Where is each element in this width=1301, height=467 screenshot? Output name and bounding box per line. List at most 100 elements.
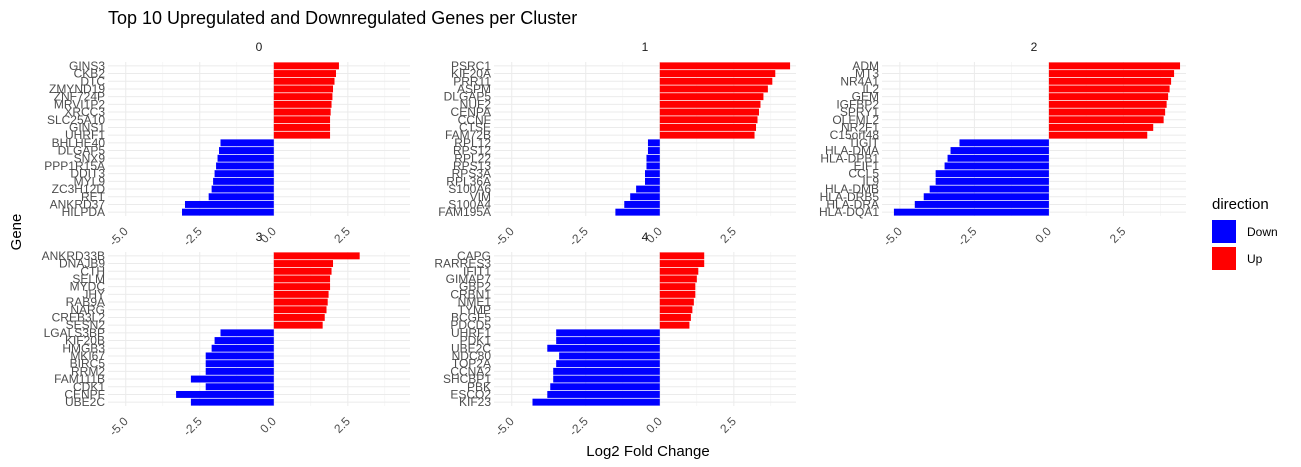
bar-ppp1r15a	[216, 162, 274, 170]
gene-label: IL9	[862, 174, 879, 188]
gene-label: BHLHE40	[52, 136, 106, 150]
bar-mki67	[205, 352, 274, 360]
gene-label: ANKRD37	[50, 197, 106, 211]
gene-label: RPL22	[454, 151, 491, 165]
chart-title: Top 10 Upregulated and Downregulated Gen…	[108, 8, 577, 28]
x-tick-label: -2.5	[180, 414, 205, 439]
gene-label: UHRF1	[451, 326, 491, 340]
bar-tigit	[959, 139, 1049, 147]
gene-label: RARRES3	[434, 257, 491, 271]
bar-nuf2	[659, 100, 761, 108]
bar-tymp	[659, 306, 693, 314]
gene-label: CENPF	[64, 387, 105, 401]
x-tick-label: 2.5	[331, 414, 353, 436]
x-tick-label: 0.0	[643, 414, 665, 436]
bar-vim	[630, 193, 660, 201]
gene-label: IGFBP2	[836, 97, 879, 111]
bar-fam111b	[190, 375, 274, 383]
gene-label: ANKRD33B	[42, 249, 105, 263]
gene-label: MT3	[855, 67, 879, 81]
bar-cenpa	[659, 108, 759, 116]
bar-xrcc3	[273, 108, 331, 116]
bar-hmgb3	[211, 344, 274, 352]
bar-selm	[273, 275, 331, 283]
gene-label: NARG	[70, 303, 105, 317]
bar-gins1	[273, 123, 331, 131]
facet-strip-label: 1	[642, 40, 649, 54]
bar-hla-dma	[950, 147, 1049, 155]
x-tick-label: -2.5	[180, 224, 205, 249]
x-tick-label: 0.0	[257, 414, 279, 436]
gene-label: PDCD5	[450, 318, 491, 332]
gene-label: RRM2	[71, 364, 105, 378]
x-tick-label: 2.5	[1107, 224, 1129, 246]
gene-label: CAPG	[457, 249, 491, 263]
gene-label: HLA-DMB	[825, 182, 879, 196]
bar-ccl5	[935, 170, 1049, 178]
gene-label: GBP2	[459, 280, 491, 294]
gene-label: TYMP	[458, 303, 491, 317]
bar-snx9	[217, 154, 274, 162]
gene-label: ADM	[852, 59, 879, 73]
gene-label: DLGAP5	[58, 144, 106, 158]
bar-mt3	[1048, 70, 1175, 78]
gene-label: DDIT3	[70, 167, 105, 181]
bar-zmynd19	[273, 85, 334, 93]
facet-strip-label: 2	[1031, 40, 1038, 54]
bar-pbk	[550, 383, 660, 391]
bar-zc3h12d	[211, 185, 274, 193]
x-tick-label: -2.5	[566, 224, 591, 249]
bar-uhrf1	[273, 131, 331, 139]
bar-top2a	[556, 360, 660, 368]
gene-label: HMGB3	[62, 341, 105, 355]
gene-label: IFIT1	[463, 264, 491, 278]
facet-panel: 2 ADMMT3NR4A1IL2GEMIGFBP2SPRY1OLFML2NR2F1…	[819, 40, 1186, 249]
bar-creb3l2	[273, 313, 325, 321]
bar-hilpda	[182, 208, 274, 216]
gene-label: KIF20A	[451, 67, 491, 81]
bar-mrvi1p2	[273, 100, 332, 108]
bar-kif20a	[659, 70, 776, 78]
bar-pdcd5	[659, 321, 690, 329]
bar-dtc	[273, 77, 335, 85]
gene-label: GINS3	[69, 59, 105, 73]
gene-label: CREB3L2	[52, 310, 106, 324]
gene-label: KIF23	[459, 395, 491, 409]
gene-label: SESN2	[66, 318, 106, 332]
bar-rps3a	[645, 170, 660, 178]
x-tick-label: -2.5	[566, 414, 591, 439]
x-tick-label: -5.0	[106, 414, 131, 439]
bar-rpl12	[647, 139, 660, 147]
facet-strip-label: 3	[256, 230, 263, 244]
gene-label: RPL12	[454, 136, 491, 150]
gene-label: SELM	[72, 272, 105, 286]
bar-rrm2	[205, 367, 274, 375]
bar-hla-dra	[914, 200, 1049, 208]
legend-label-up: Up	[1247, 252, 1263, 266]
bar-hla-drb5	[923, 193, 1049, 201]
bar-ddit3	[214, 170, 274, 178]
gene-label: NR4A1	[840, 74, 879, 88]
gene-label: RET	[81, 190, 106, 204]
gene-label: SNX9	[74, 151, 106, 165]
bar-igfbp2	[1048, 100, 1167, 108]
bar-ckb2	[273, 70, 336, 78]
bar-narg	[273, 306, 327, 314]
gene-label: IL2	[862, 82, 879, 96]
x-tick-label: -5.0	[492, 414, 517, 439]
bar-rps12	[647, 147, 660, 155]
gene-label: CRBN1	[450, 287, 491, 301]
bar-ifit1	[659, 267, 699, 275]
legend: direction Down Up	[1212, 196, 1278, 270]
bar-aspm	[659, 85, 768, 93]
gene-label: EIF1	[854, 159, 880, 173]
x-tick-label: -5.0	[492, 224, 517, 249]
facet-panel: 0GINS3CKB2DTCZMYND19ZNF724PMRVI1P2XRCC3S…	[44, 40, 410, 249]
facet-panel: 4 CAPGRARRES3IFIT1GIMAP7GBP2CRBN1NME1TYMP…	[434, 230, 796, 439]
bar-bcgf5	[659, 313, 691, 321]
gene-label: XRCC3	[64, 105, 105, 119]
gene-label: CCNF	[458, 113, 491, 127]
bar-psrc1	[659, 62, 791, 70]
gene-label: CDK1	[73, 380, 105, 394]
bar-kif23	[532, 398, 660, 406]
